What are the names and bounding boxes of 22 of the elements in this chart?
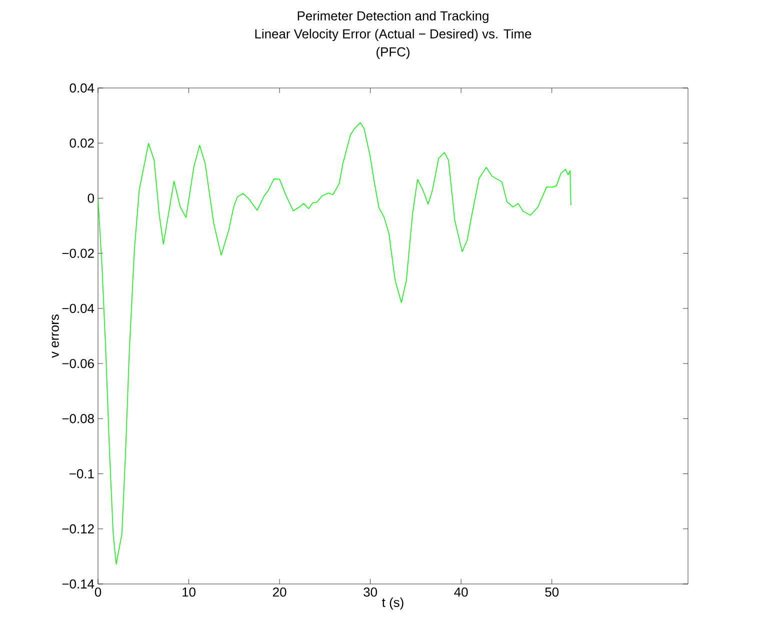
x-tick-label: 50 xyxy=(545,588,559,597)
x-tick-label: 0 xyxy=(94,588,102,597)
x-tick-label: 10 xyxy=(182,588,196,597)
x-axis-title: t (s) xyxy=(382,598,404,610)
y-tick-label: −0.12 xyxy=(62,524,94,534)
chart-title: Perimeter Detection and Tracking xyxy=(298,10,488,24)
y-tick-label: −0.02 xyxy=(62,248,94,258)
y-tick-label: −0.14 xyxy=(62,579,94,589)
x-tick-label: 40 xyxy=(454,588,468,597)
y-tick-label: 0 xyxy=(88,194,94,203)
line-series xyxy=(98,122,572,565)
x-tick-label: 20 xyxy=(273,588,286,597)
text: (PFC) xyxy=(376,46,410,60)
chart-subtitle: Linear Velocity Error (Actual − Desired) vs. Time xyxy=(255,28,532,42)
y-tick-label: −0.1 xyxy=(70,469,94,478)
y-axis-title: v errors xyxy=(52,314,59,358)
y-tick-label: 0.02 xyxy=(70,138,94,148)
x-tick-label: 30 xyxy=(364,588,378,597)
y-tick-label: −0.04 xyxy=(62,304,94,314)
y-tick-label: −0.06 xyxy=(62,358,94,368)
y-tick-label: 0.04 xyxy=(70,83,94,93)
y-tick-label: −0.08 xyxy=(62,414,94,424)
